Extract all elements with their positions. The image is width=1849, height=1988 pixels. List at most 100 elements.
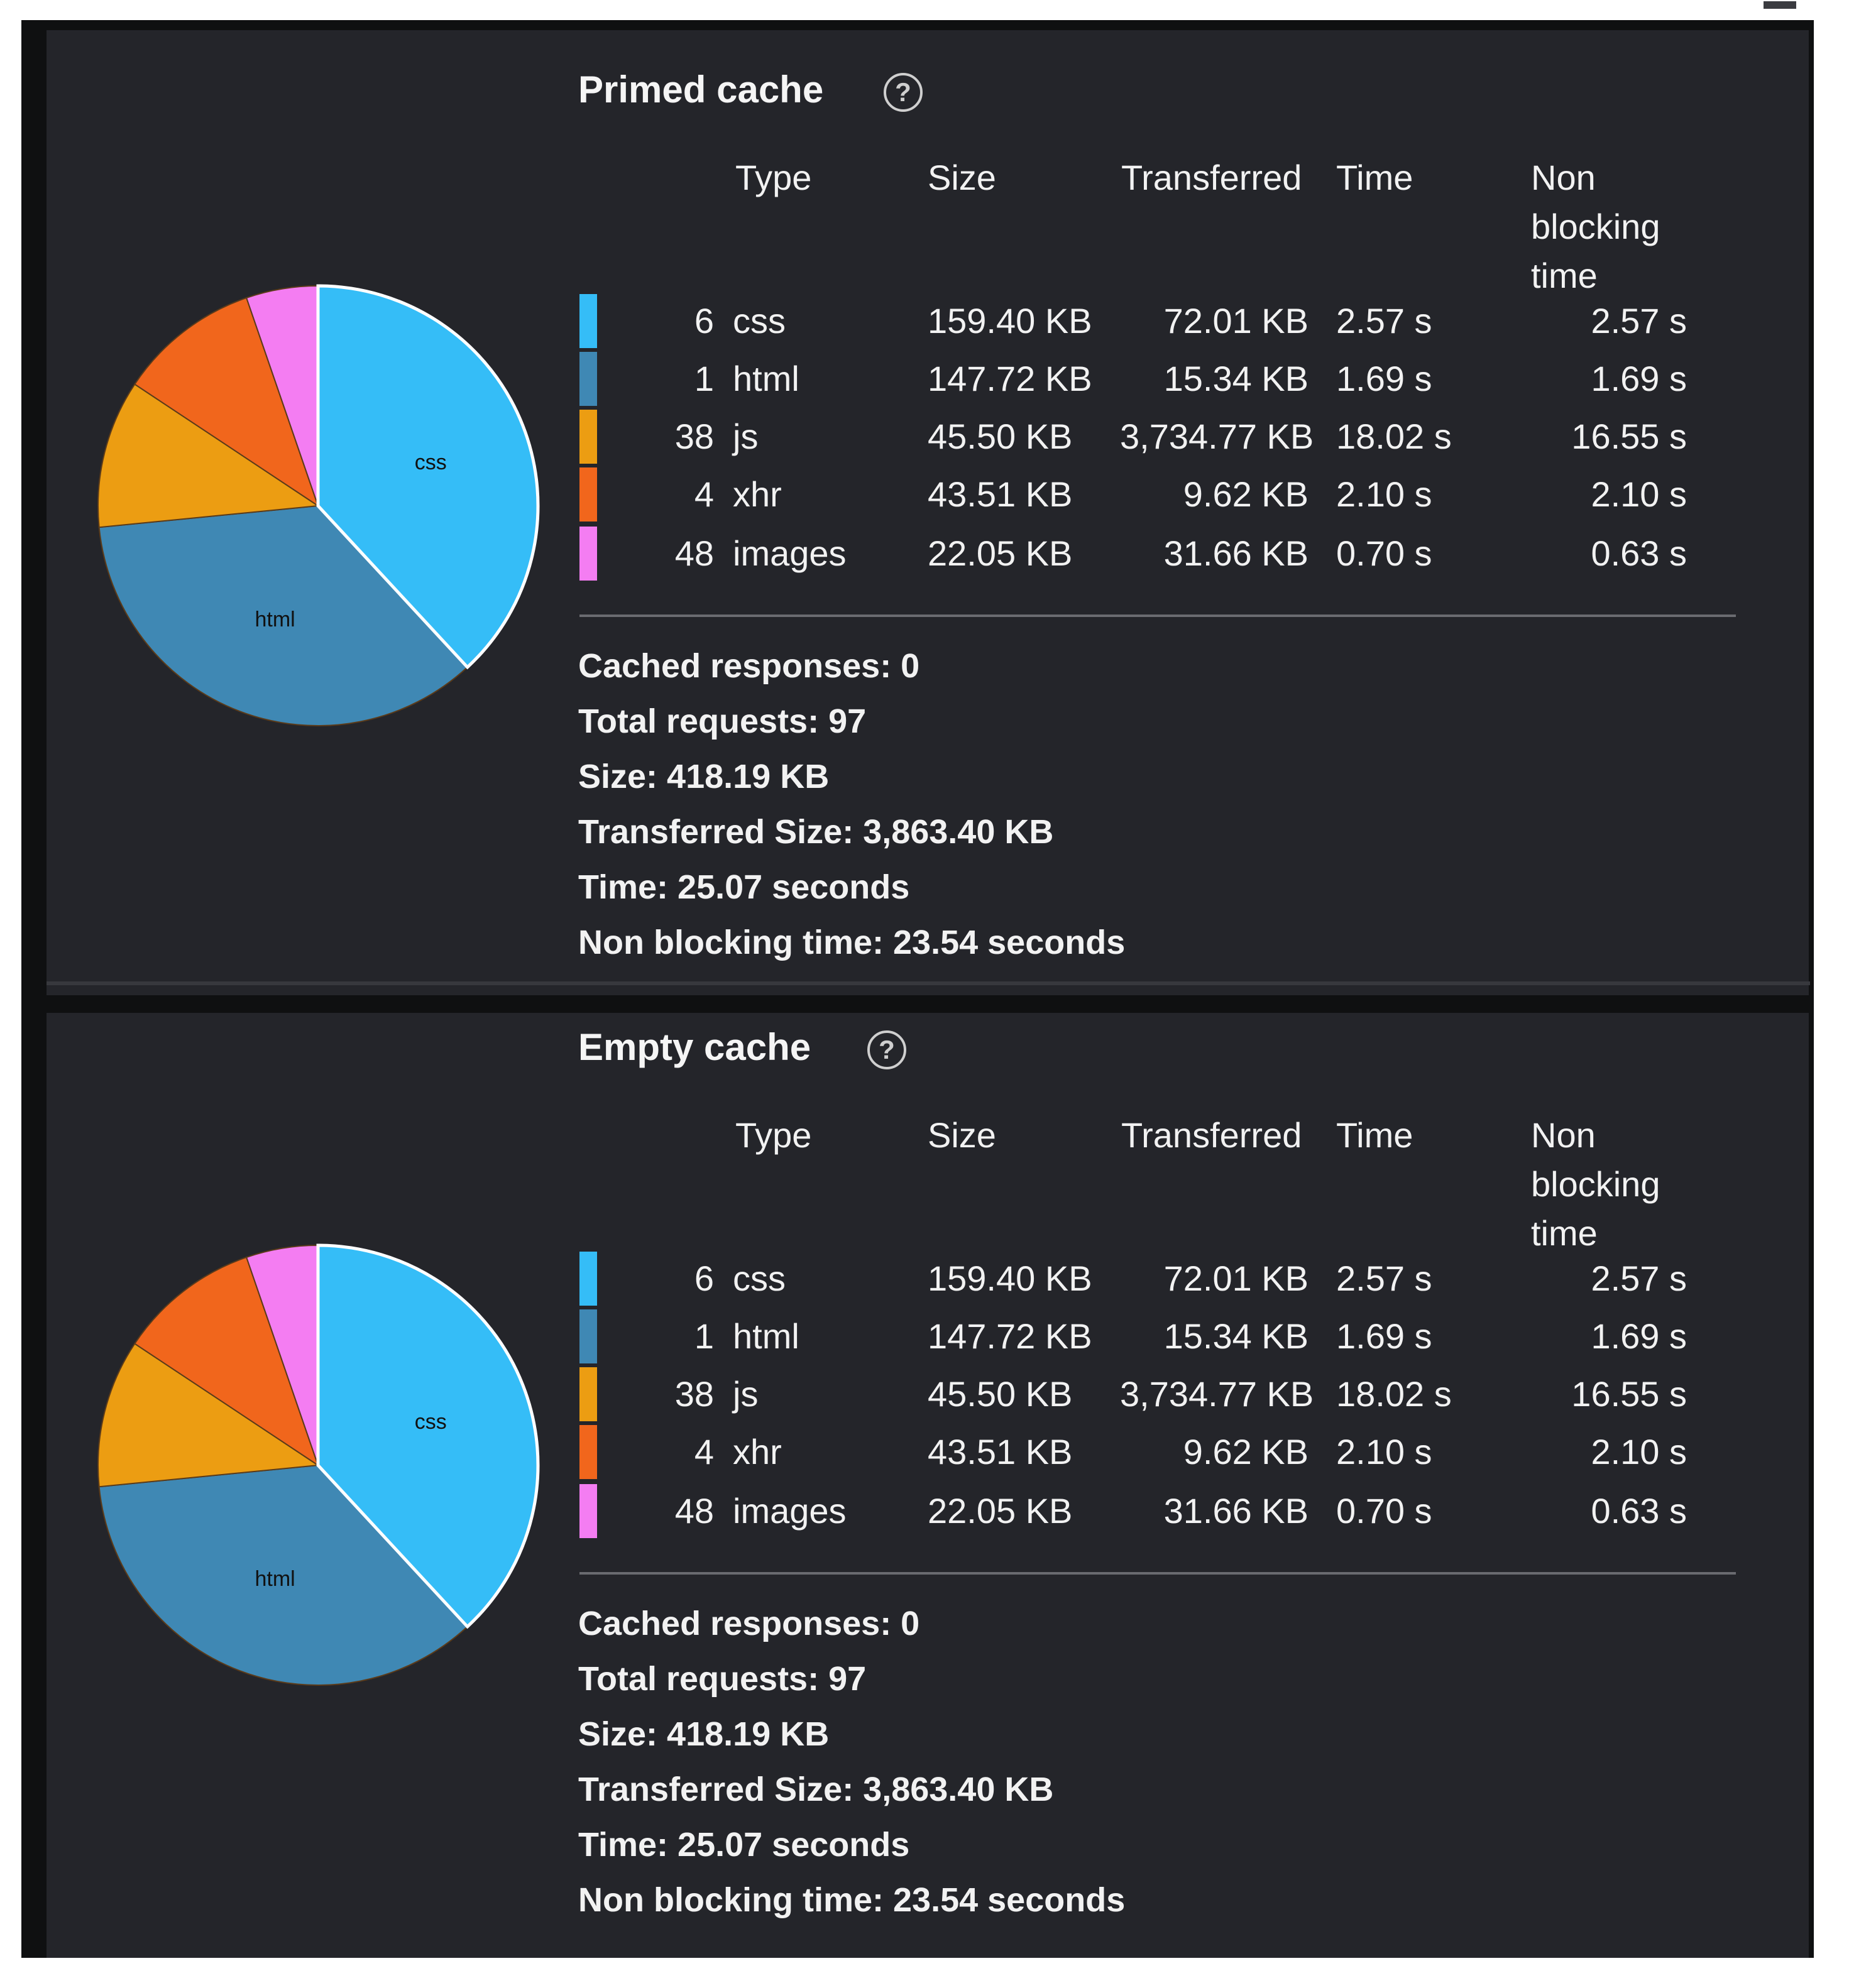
table-cell-count: 48 [674, 533, 714, 573]
table-cell-type: images [733, 533, 847, 573]
table-cell-time: 1.69 s [1336, 1316, 1432, 1356]
table-cell-time: 0.70 s [1336, 533, 1432, 573]
pie-label-html: html [255, 1567, 295, 1591]
summary-non-blocking-time: Non blocking time: 23.54 seconds [578, 924, 1126, 961]
table-cell-count: 48 [674, 1491, 714, 1531]
legend-swatch-css [579, 294, 597, 348]
pie-label-html: html [255, 608, 295, 631]
primed-cache-title: Primed cache [578, 68, 824, 111]
empty-cache-title: Empty cache [578, 1026, 811, 1068]
pie-slice-xhr [133, 297, 319, 508]
table-cell-count: 6 [694, 301, 714, 341]
header-non-blocking-time: Non blocking time [1531, 158, 1660, 295]
table-cell-count: 4 [694, 474, 714, 514]
table-cell-type: html [733, 359, 799, 398]
table-cell-time: 2.57 s [1336, 301, 1432, 341]
legend-swatch-xhr [579, 1425, 597, 1479]
summary-cached-responses: Cached responses: 0 [578, 1605, 920, 1642]
pie-slice-xhr [133, 1256, 319, 1467]
table-cell-transferred: 72.01 KB [1163, 301, 1309, 341]
legend-swatch-js [579, 410, 597, 464]
pie-slice-js [97, 383, 320, 528]
pie-slice-js [97, 1343, 320, 1488]
summary-time: Time: 25.07 seconds [578, 868, 910, 906]
table-cell-transferred: 9.62 KB [1183, 474, 1309, 514]
table-cell-nonblocking: 1.69 s [1591, 1316, 1687, 1356]
table-cell-size: 22.05 KB [928, 1491, 1073, 1531]
summary-time: Time: 25.07 seconds [578, 1826, 910, 1864]
table-cell-size: 22.05 KB [928, 533, 1073, 573]
table-cell-count: 1 [694, 1316, 714, 1356]
legend-swatch-css [579, 1252, 597, 1306]
pie-label-css: css [415, 451, 447, 474]
pie-slice-html [98, 505, 469, 726]
pie-slice-highlight [316, 284, 540, 670]
table-cell-transferred: 15.34 KB [1163, 1316, 1309, 1356]
table-cell-type: xhr [733, 474, 782, 514]
table-cell-transferred: 31.66 KB [1163, 533, 1309, 573]
table-cell-nonblocking: 2.57 s [1591, 301, 1687, 341]
pie-slice-highlight [316, 1243, 540, 1629]
primed-cache-pie-chart: css html [97, 284, 540, 726]
table-cell-type: html [733, 1316, 799, 1356]
header-time: Time [1336, 1115, 1413, 1155]
table-cell-transferred: 9.62 KB [1183, 1432, 1309, 1472]
legend-swatch-images [579, 527, 597, 581]
pie-slice-html [98, 1464, 469, 1686]
table-cell-transferred: 3,734.77 KB [1120, 417, 1314, 456]
table-cell-nonblocking: 0.63 s [1591, 1491, 1687, 1531]
header-transferred: Transferred [1121, 158, 1302, 197]
summary-total-requests: Total requests: 97 [578, 702, 867, 740]
legend-swatch-js [579, 1367, 597, 1421]
help-icon[interactable]: ? [884, 73, 923, 112]
table-cell-time: 0.70 s [1336, 1491, 1432, 1531]
summary-transferred-size: Transferred Size: 3,863.40 KB [578, 1771, 1054, 1808]
table-cell-size: 45.50 KB [928, 1374, 1073, 1414]
pie-label-css: css [415, 1410, 447, 1434]
table-cell-nonblocking: 2.10 s [1591, 1432, 1687, 1472]
table-cell-type: css [733, 301, 786, 341]
header-size: Size [928, 158, 996, 197]
table-cell-time: 18.02 s [1336, 417, 1452, 456]
help-icon[interactable]: ? [867, 1030, 906, 1069]
table-cell-size: 159.40 KB [928, 301, 1092, 341]
table-cell-nonblocking: 0.63 s [1591, 533, 1687, 573]
table-cell-nonblocking: 16.55 s [1571, 1374, 1687, 1414]
header-time: Time [1336, 158, 1413, 197]
table-cell-transferred: 31.66 KB [1163, 1491, 1309, 1531]
header-size: Size [928, 1115, 996, 1155]
table-cell-nonblocking: 1.69 s [1591, 359, 1687, 398]
scrollbar-thumb[interactable] [1764, 1, 1796, 9]
table-cell-count: 1 [694, 359, 714, 398]
summary-cached-responses: Cached responses: 0 [578, 647, 920, 685]
table-cell-type: js [733, 1374, 759, 1414]
legend-swatch-images [579, 1484, 597, 1538]
table-cell-nonblocking: 2.10 s [1591, 474, 1687, 514]
table-cell-nonblocking: 2.57 s [1591, 1259, 1687, 1298]
empty-cache-pie-chart: css html [97, 1243, 540, 1686]
legend-swatch-html [579, 352, 597, 406]
table-cell-size: 45.50 KB [928, 417, 1073, 456]
table-cell-type: css [733, 1259, 786, 1298]
table-cell-nonblocking: 16.55 s [1571, 417, 1687, 456]
section-divider [47, 981, 1810, 985]
header-non-blocking-time: Non blocking time [1531, 1115, 1660, 1253]
summary-non-blocking-time: Non blocking time: 23.54 seconds [578, 1881, 1126, 1919]
table-cell-size: 147.72 KB [928, 359, 1092, 398]
header-type: Type [735, 158, 812, 197]
table-cell-count: 6 [694, 1259, 714, 1298]
table-divider [579, 1572, 1736, 1575]
table-cell-size: 43.51 KB [928, 1432, 1073, 1472]
table-cell-time: 18.02 s [1336, 1374, 1452, 1414]
table-cell-type: js [733, 417, 759, 456]
table-cell-type: images [733, 1491, 847, 1531]
legend-swatch-html [579, 1309, 597, 1363]
table-cell-size: 159.40 KB [928, 1259, 1092, 1298]
table-cell-size: 147.72 KB [928, 1316, 1092, 1356]
table-cell-time: 1.69 s [1336, 359, 1432, 398]
table-cell-transferred: 3,734.77 KB [1120, 1374, 1314, 1414]
table-cell-count: 38 [674, 1374, 714, 1414]
summary-size: Size: 418.19 KB [578, 758, 830, 795]
legend-swatch-xhr [579, 467, 597, 522]
header-transferred: Transferred [1121, 1115, 1302, 1155]
